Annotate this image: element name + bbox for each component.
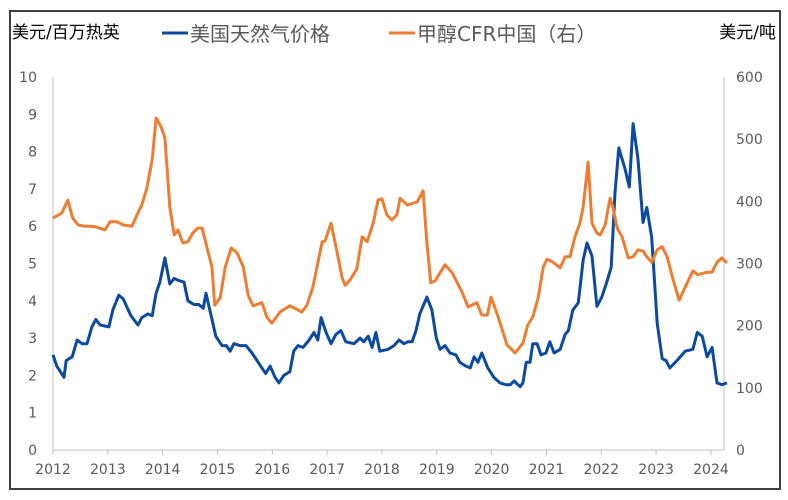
- left-y-tick-label: 7: [28, 182, 37, 198]
- x-tick-label: 2023: [638, 462, 674, 478]
- right-y-tick-label: 500: [736, 132, 763, 148]
- left-y-tick-label: 6: [28, 219, 37, 235]
- right-y-tick-label: 600: [736, 70, 763, 86]
- x-tick-label: 2024: [693, 462, 729, 478]
- left-axis-label: 美元/百万热英: [12, 23, 120, 43]
- x-tick-label: 2015: [200, 462, 236, 478]
- x-tick-label: 2012: [35, 462, 71, 478]
- x-tick-label: 2014: [145, 462, 181, 478]
- x-tick-label: 2020: [474, 462, 510, 478]
- series-line-us-natural-gas: [51, 122, 728, 389]
- series-line-methanol-cfr-china: [52, 116, 728, 355]
- left-y-tick-label: 10: [19, 70, 37, 86]
- x-tick-label: 2021: [529, 462, 565, 478]
- left-y-tick-label: 9: [28, 107, 37, 123]
- left-y-tick-label: 0: [28, 443, 37, 459]
- legend-label-gas: 美国天然气价格: [190, 22, 330, 46]
- right-y-tick-label: 0: [736, 443, 745, 459]
- left-y-tick-label: 3: [28, 331, 37, 347]
- x-tick-label: 2016: [254, 462, 290, 478]
- right-y-tick-label: 300: [736, 257, 763, 273]
- left-y-tick-label: 1: [28, 406, 37, 422]
- right-y-tick-label: 400: [736, 194, 763, 210]
- right-axis-label: 美元/吨: [719, 23, 776, 43]
- x-tick-label: 2022: [583, 462, 619, 478]
- left-y-tick-label: 2: [28, 368, 37, 384]
- chart-frame: [9, 10, 781, 490]
- x-tick-label: 2019: [419, 462, 455, 478]
- right-y-tick-label: 100: [736, 381, 763, 397]
- x-tick-label: 2017: [309, 462, 345, 478]
- left-y-tick-label: 4: [28, 294, 37, 310]
- legend-label-methanol: 甲醇CFR中国（右）: [417, 22, 596, 46]
- x-tick-label: 2013: [90, 462, 126, 478]
- left-y-tick-label: 8: [28, 145, 37, 161]
- x-tick-label: 2018: [364, 462, 400, 478]
- right-y-tick-label: 200: [736, 319, 763, 335]
- left-y-tick-label: 5: [28, 257, 37, 273]
